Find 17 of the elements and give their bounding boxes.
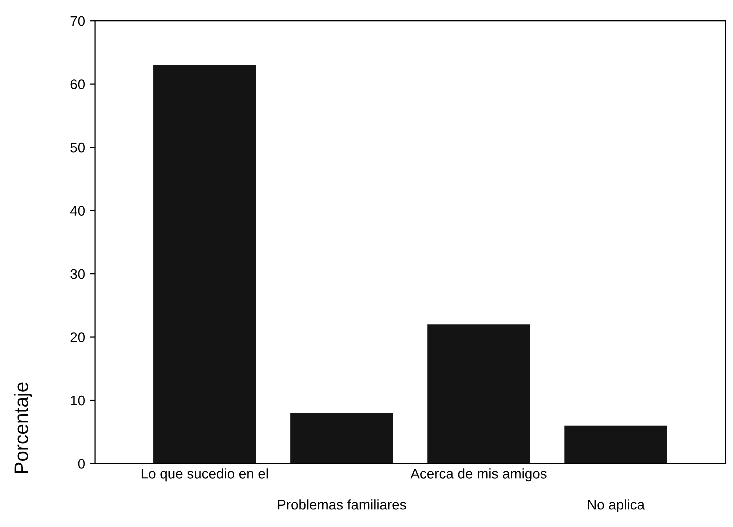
y-tick-label: 30 — [70, 269, 86, 280]
x-tick-label: No aplica — [588, 500, 645, 513]
bar — [154, 65, 256, 464]
y-tick-label: 10 — [71, 396, 86, 406]
bar — [290, 413, 394, 464]
y-tick-label: 20 — [70, 332, 86, 342]
bar — [564, 426, 668, 464]
x-tick-label: Lo que sucedio en el — [142, 468, 268, 482]
x-tick-label: Problemas familiares — [278, 500, 406, 510]
y-tick-label: 70 — [70, 16, 86, 26]
y-tick-label: 40 — [70, 206, 86, 216]
bar — [428, 324, 530, 464]
y-tick-label: 50 — [70, 142, 86, 153]
x-tick-label: Acerca de mis amigos — [410, 468, 547, 482]
y-tick-label: 60 — [70, 80, 86, 90]
y-axis-title: Porcentaje — [14, 382, 32, 474]
y-tick-label: 0 — [78, 459, 86, 469]
